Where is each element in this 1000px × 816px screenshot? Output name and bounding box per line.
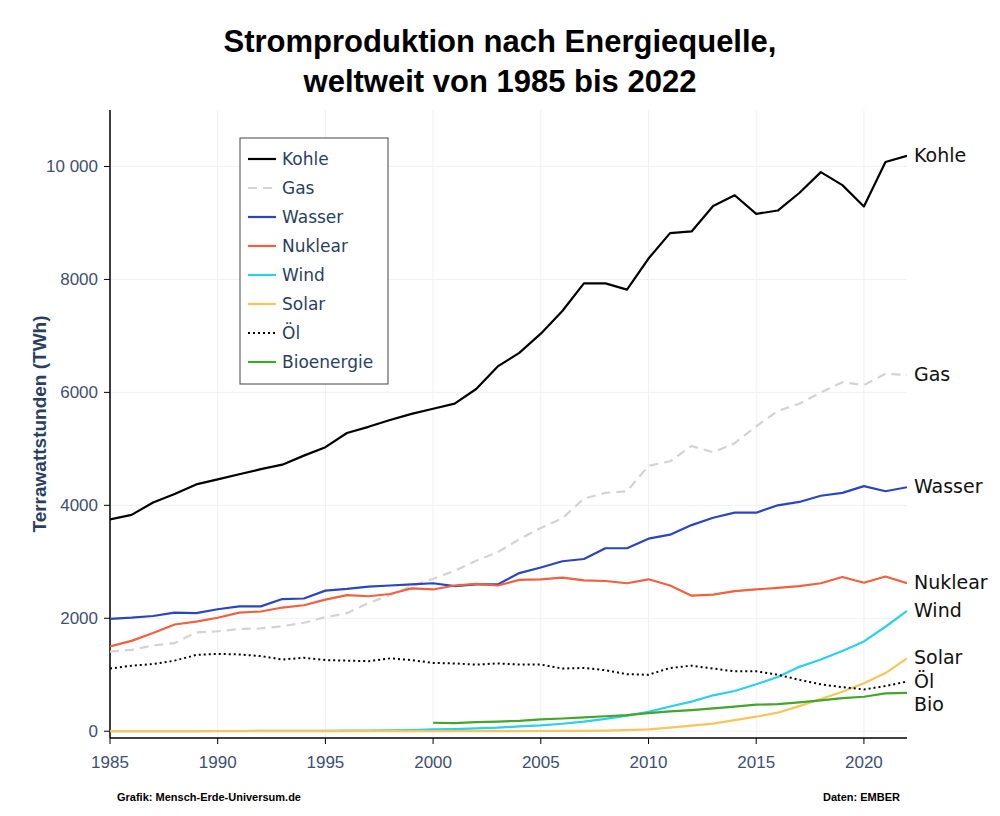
end-label: Öl [914,670,934,692]
grid-line-x [433,110,434,738]
y-tick [104,618,110,619]
legend-swatch [248,216,276,218]
grid-line-x [648,110,649,738]
legend-label: Kohle [282,149,329,169]
x-tick [325,738,326,744]
grid [110,110,907,738]
grid-line-y [110,279,907,280]
x-tick [217,738,218,744]
x-tick [648,738,649,744]
legend-swatch [248,361,276,363]
x-tick-label: 2010 [630,753,668,772]
legend-label: Wind [282,265,325,285]
legend-swatch [248,274,276,276]
series-line [110,658,907,731]
chart: Stromproduktion nach Energiequelle, weltw… [0,0,1000,816]
x-tick-label: 2005 [522,753,560,772]
series-line [110,156,907,520]
x-tick [540,738,541,744]
legend-label: Gas [282,178,315,198]
end-label: Bio [914,693,944,715]
legend-label: Öl [282,322,300,343]
legend-swatch [248,187,276,189]
grid-line-x [540,110,541,738]
y-tick [104,505,110,506]
end-label: Gas [914,363,950,385]
background [0,0,1000,816]
legend-label: Nuklear [282,236,348,256]
end-label: Wasser [914,475,983,497]
grid-line-x [110,110,111,738]
series-line [110,486,907,619]
grid-line-y [110,392,907,393]
x-axis [110,737,907,739]
y-tick [104,279,110,280]
legend-label: Solar [282,294,325,314]
end-label: Kohle [914,144,966,166]
end-label: Solar [914,646,963,668]
series-line [110,374,907,652]
x-tick-label: 1985 [91,753,129,772]
end-label: Wind [914,599,962,621]
y-tick-label: 0 [89,722,98,741]
x-tick [110,738,111,744]
y-tick [104,392,110,393]
series-line [110,611,907,731]
x-tick [863,738,864,744]
end-label: Nuklear [914,571,988,593]
x-tick-label: 1995 [306,753,344,772]
y-tick-label: 2000 [60,609,98,628]
grid-line-x [756,110,757,738]
y-tick-label: 6000 [60,383,98,402]
grid-line-y [110,505,907,506]
legend-label: Bioenergie [282,352,373,372]
legend: Kohle Gas Wasser Nuklear Wind Solar Öl Bioenerg… [240,138,388,384]
grid-line-y [110,166,907,167]
grid-line-x [217,110,218,738]
x-tick [756,738,757,744]
legend-swatch [248,245,276,247]
series-line [110,654,907,690]
source: Daten: EMBER [823,791,900,803]
legend-swatch [248,332,276,334]
y-axis-label: Terrawattstunden (TWh) [29,315,50,532]
x-tick-label: 1990 [199,753,237,772]
series-line [433,693,907,723]
legend-label: Wasser [282,207,343,227]
x-tick-label: 2015 [737,753,775,772]
y-tick [104,166,110,167]
series-lines [110,156,907,731]
y-tick [104,731,110,732]
y-axis [109,110,111,738]
y-tick-label: 4000 [60,496,98,515]
legend-swatch [248,303,276,305]
title: Stromproduktion nach Energiequelle, [224,24,777,59]
legend-box [240,138,388,384]
y-tick-label: 8000 [60,270,98,289]
legend-swatch [248,158,276,160]
title: weltweit von 1985 bis 2022 [303,64,697,99]
credit: Grafik: Mensch-Erde-Universum.de [117,791,301,803]
grid-line-y [110,618,907,619]
x-tick-label: 2000 [414,753,452,772]
x-tick-label: 2020 [845,753,883,772]
series-line [110,576,907,646]
x-tick [433,738,434,744]
y-tick-label: 10 000 [46,157,98,176]
